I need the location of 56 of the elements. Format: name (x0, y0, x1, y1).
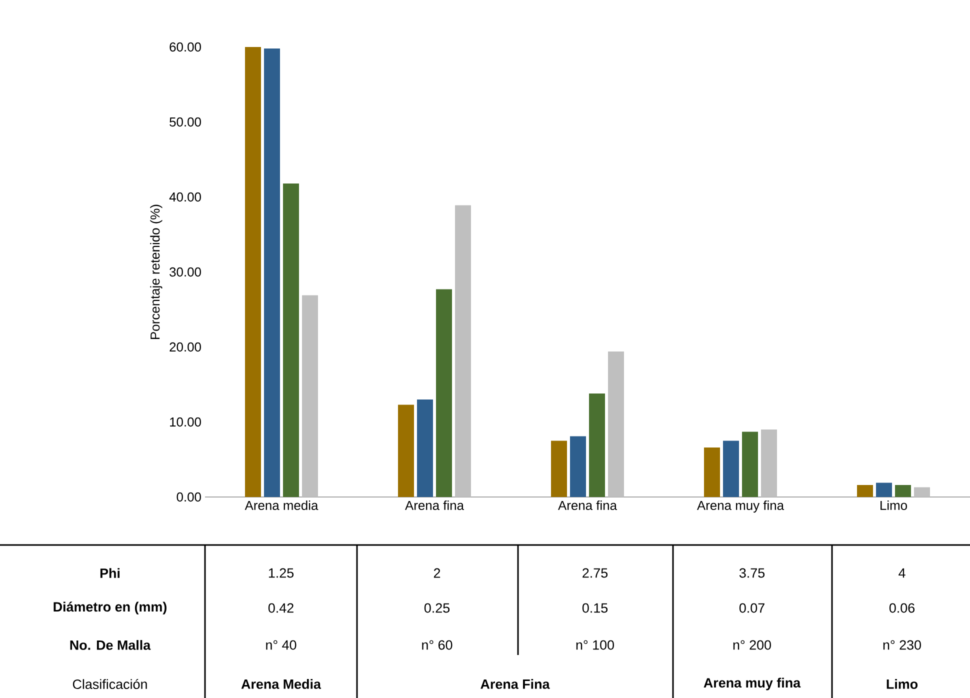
x-tick-label: Limo (880, 500, 907, 510)
bar (857, 484, 874, 497)
y-tick-label: 40.00 (169, 192, 201, 202)
x-tick-label: Arena muy fina (696, 500, 784, 513)
text: 3.75 (739, 568, 765, 578)
text: Arena Fina (480, 679, 550, 689)
text: 0.15 (582, 603, 608, 613)
y-tick-label: 20.00 (170, 342, 201, 352)
bar (302, 295, 318, 497)
text: 0.07 (739, 603, 764, 613)
text: 0.25 (424, 603, 450, 613)
y-tick-label: 30.00 (170, 267, 201, 277)
bar (551, 440, 568, 497)
bar (455, 205, 472, 497)
text: Arena Media (241, 679, 322, 689)
bar (761, 429, 778, 497)
text: Arena muy fina (704, 678, 801, 690)
text: n° 40 (266, 640, 296, 650)
text: 2 (434, 568, 440, 578)
text: 2.75 (582, 568, 608, 578)
bar (283, 183, 300, 497)
bar (245, 46, 262, 497)
y-axis-title: Porcentaje retenido (%) (150, 204, 162, 339)
text: n° 230 (883, 640, 921, 650)
y-tick-label: 0.00 (176, 492, 201, 502)
y-tick-label: 10.00 (170, 417, 201, 427)
x-tick-label: Arena media (244, 500, 318, 510)
bar (704, 447, 720, 497)
x-tick-label: Arena fina (405, 500, 464, 510)
text: Diámetro en (mm) (54, 602, 166, 614)
text: Clasificación (72, 678, 147, 690)
bar (570, 436, 586, 497)
x-tick-label: Arena fina (558, 500, 618, 510)
bar (723, 440, 740, 497)
text: Limo (886, 679, 918, 689)
text: Phi (100, 568, 120, 578)
bar (436, 289, 452, 497)
bar (914, 487, 930, 497)
bar (876, 482, 892, 497)
bar (417, 399, 434, 497)
text: n° 100 (576, 640, 614, 650)
bar (264, 48, 280, 497)
text: n° 60 (422, 640, 452, 650)
bar (895, 484, 912, 497)
text: 0.06 (889, 603, 915, 613)
text: 0.42 (268, 603, 294, 613)
text: 1.25 (268, 568, 294, 578)
y-tick-label: 60.00 (170, 42, 201, 52)
text: No. De Malla (70, 640, 151, 650)
text: n° 200 (733, 640, 771, 650)
bar (742, 432, 758, 497)
y-tick-label: 50.00 (170, 117, 201, 127)
bar (589, 393, 606, 497)
text: 4 (898, 568, 906, 578)
bar (608, 351, 624, 497)
bar (398, 404, 414, 497)
